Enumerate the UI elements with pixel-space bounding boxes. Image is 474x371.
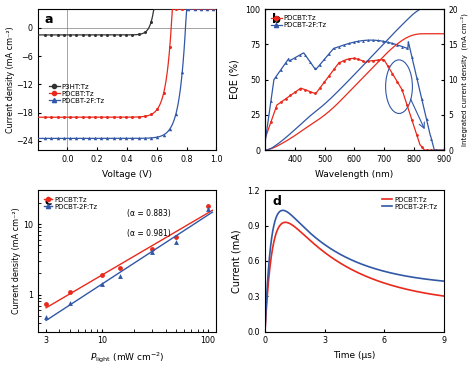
Text: b: b — [272, 13, 281, 26]
Y-axis label: Current (mA): Current (mA) — [232, 229, 242, 293]
Legend: PDCBT:Tz, PDCBT-2F:Tz: PDCBT:Tz, PDCBT-2F:Tz — [379, 194, 440, 213]
X-axis label: Wavelength (nm): Wavelength (nm) — [315, 170, 393, 178]
Legend: P3HT:Tz, PDCBT:Tz, PDCBT-2F:Tz: P3HT:Tz, PDCBT:Tz, PDCBT-2F:Tz — [46, 81, 108, 106]
Text: c: c — [45, 195, 52, 208]
Y-axis label: Current density (mA cm⁻²): Current density (mA cm⁻²) — [12, 208, 21, 314]
Text: (α = 0.883): (α = 0.883) — [127, 209, 171, 218]
Text: a: a — [45, 13, 54, 26]
Legend: PDCBT:Tz, PDCBT-2F:Tz: PDCBT:Tz, PDCBT-2F:Tz — [268, 13, 329, 31]
X-axis label: $P_{\rm light}$ (mW cm$^{-2}$): $P_{\rm light}$ (mW cm$^{-2}$) — [90, 351, 164, 365]
Legend: PDCBT:Tz, PDCBT-2F:Tz: PDCBT:Tz, PDCBT-2F:Tz — [41, 194, 100, 213]
Text: d: d — [272, 195, 281, 208]
Y-axis label: Integrated current density  (mA cm⁻²): Integrated current density (mA cm⁻²) — [461, 13, 468, 146]
X-axis label: Time (μs): Time (μs) — [333, 351, 375, 360]
Y-axis label: Current density (mA cm⁻²): Current density (mA cm⁻²) — [6, 26, 15, 133]
Y-axis label: EQE (%): EQE (%) — [229, 60, 239, 99]
Text: (α = 0.981): (α = 0.981) — [127, 229, 171, 237]
X-axis label: Voltage (V): Voltage (V) — [102, 170, 152, 178]
